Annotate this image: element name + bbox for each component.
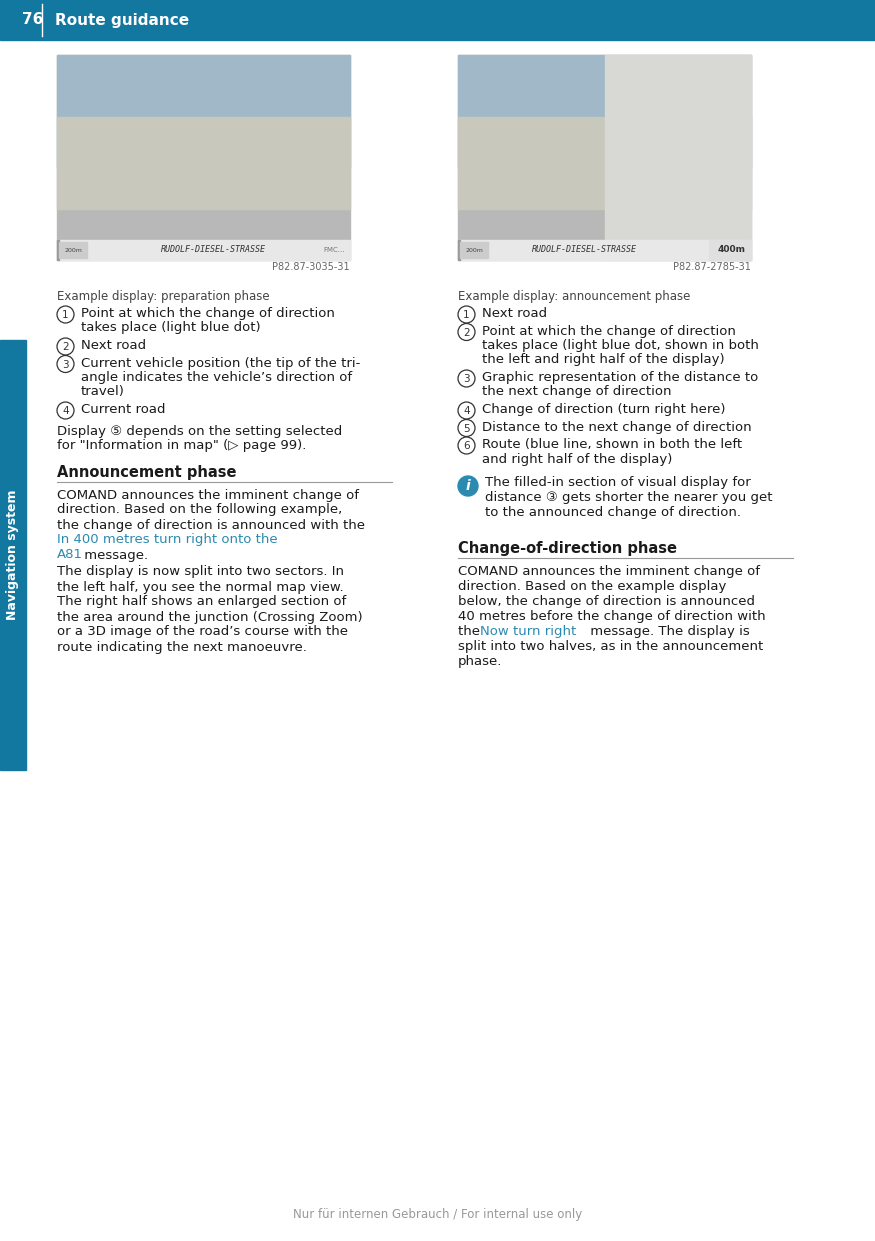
Bar [458, 117, 751, 208]
Text: distance ③ gets shorter the nearer you get: distance ③ gets shorter the nearer you g… [485, 491, 773, 504]
Text: 1: 1 [463, 310, 470, 320]
Text: route indicating the next manoeuvre.: route indicating the next manoeuvre. [57, 640, 307, 654]
Text: Next road: Next road [482, 307, 547, 320]
Text: Announcement phase: Announcement phase [57, 464, 236, 479]
Text: 2: 2 [463, 328, 470, 338]
Text: 200m: 200m [466, 247, 483, 252]
Text: takes place (light blue dot, shown in both: takes place (light blue dot, shown in bo… [482, 339, 759, 352]
Text: Route guidance: Route guidance [55, 12, 189, 27]
Text: Navigation system: Navigation system [6, 490, 19, 620]
Circle shape [458, 477, 478, 496]
Text: Distance to the next change of direction: Distance to the next change of direction [482, 421, 752, 433]
Text: In 400 metres turn right onto the: In 400 metres turn right onto the [57, 534, 277, 546]
Text: 5: 5 [463, 423, 470, 433]
Text: message.: message. [80, 549, 148, 561]
Text: 400m: 400m [718, 246, 746, 254]
Text: the left and right half of the display): the left and right half of the display) [482, 354, 724, 366]
Text: COMAND announces the imminent change of: COMAND announces the imminent change of [57, 489, 359, 501]
Text: P82.87-2785-31: P82.87-2785-31 [673, 262, 751, 272]
Text: Point at which the change of direction: Point at which the change of direction [81, 307, 335, 320]
Bar [0, 0, 875, 40]
Text: 3: 3 [463, 374, 470, 383]
Text: Change of direction (turn right here): Change of direction (turn right here) [482, 403, 725, 416]
Bar [605, 55, 751, 261]
Text: FMC...: FMC... [324, 247, 345, 253]
Text: Point at which the change of direction: Point at which the change of direction [482, 324, 736, 338]
Text: travel): travel) [81, 386, 125, 398]
Bar [57, 240, 59, 261]
Text: Example display: preparation phase: Example display: preparation phase [57, 290, 270, 303]
Text: COMAND announces the imminent change of: COMAND announces the imminent change of [458, 565, 760, 578]
Text: phase.: phase. [458, 655, 502, 668]
Bar [458, 55, 751, 168]
Text: RUDOLF-DIESEL-STRASSE: RUDOLF-DIESEL-STRASSE [531, 246, 636, 254]
Text: the area around the junction (Crossing Zoom): the area around the junction (Crossing Z… [57, 611, 362, 623]
Text: The right half shows an enlarged section of: The right half shows an enlarged section… [57, 596, 346, 608]
Text: 2: 2 [62, 343, 69, 352]
Text: P82.87-3035-31: P82.87-3035-31 [272, 262, 350, 272]
Text: Change-of-direction phase: Change-of-direction phase [458, 541, 677, 556]
Bar [0, 340, 26, 769]
Text: below, the change of direction is announced: below, the change of direction is announ… [458, 594, 755, 608]
Text: 1: 1 [62, 310, 69, 320]
Bar [57, 117, 350, 208]
Text: the change of direction is announced with the: the change of direction is announced wit… [57, 519, 365, 531]
Text: 3: 3 [62, 360, 69, 370]
Text: 200m: 200m [64, 247, 82, 252]
Text: the: the [458, 625, 484, 638]
Text: split into two halves, as in the announcement: split into two halves, as in the announc… [458, 640, 763, 653]
Text: Route (blue line, shown in both the left: Route (blue line, shown in both the left [482, 438, 742, 450]
Text: Graphic representation of the distance to: Graphic representation of the distance t… [482, 371, 759, 383]
Text: Now turn right: Now turn right [480, 625, 576, 638]
Text: angle indicates the vehicle’s direction of: angle indicates the vehicle’s direction … [81, 371, 352, 383]
Text: A81: A81 [57, 549, 83, 561]
Text: to the announced change of direction.: to the announced change of direction. [485, 506, 741, 519]
Text: The filled-in section of visual display for: The filled-in section of visual display … [485, 477, 751, 489]
Text: i: i [466, 479, 471, 494]
Text: Next road: Next road [81, 339, 146, 352]
Text: Display ⑤ depends on the setting selected: Display ⑤ depends on the setting selecte… [57, 424, 342, 438]
Text: 40 metres before the change of direction with: 40 metres before the change of direction… [458, 611, 766, 623]
Bar [57, 55, 350, 168]
Text: message. The display is: message. The display is [585, 625, 749, 638]
Text: takes place (light blue dot): takes place (light blue dot) [81, 321, 261, 335]
Text: 76: 76 [22, 12, 44, 27]
Text: RUDOLF-DIESEL-STRASSE: RUDOLF-DIESEL-STRASSE [160, 246, 265, 254]
Text: Current vehicle position (the tip of the tri-: Current vehicle position (the tip of the… [81, 356, 360, 370]
Text: Nur für internen Gebrauch / For internal use only: Nur für internen Gebrauch / For internal… [293, 1207, 582, 1221]
Text: the next change of direction: the next change of direction [482, 386, 671, 398]
Bar [458, 240, 751, 261]
Bar [709, 240, 751, 261]
Text: 6: 6 [463, 441, 470, 450]
Text: for "Information in map" (▷ page 99).: for "Information in map" (▷ page 99). [57, 439, 306, 453]
Bar [57, 240, 350, 261]
Text: 4: 4 [62, 406, 69, 416]
Text: or a 3D image of the road’s course with the: or a 3D image of the road’s course with … [57, 625, 348, 639]
Text: Current road: Current road [81, 403, 165, 416]
Text: direction. Based on the example display: direction. Based on the example display [458, 580, 726, 593]
Text: and right half of the display): and right half of the display) [482, 453, 672, 465]
Bar [460, 242, 488, 258]
Text: the left half, you see the normal map view.: the left half, you see the normal map vi… [57, 581, 344, 593]
Text: 4: 4 [463, 406, 470, 416]
Text: The display is now split into two sectors. In: The display is now split into two sector… [57, 566, 344, 578]
Text: Example display: announcement phase: Example display: announcement phase [458, 290, 690, 303]
Bar [59, 242, 87, 258]
Bar [458, 55, 751, 261]
Text: direction. Based on the following example,: direction. Based on the following exampl… [57, 504, 342, 516]
Bar [57, 55, 350, 261]
Bar [458, 240, 460, 261]
